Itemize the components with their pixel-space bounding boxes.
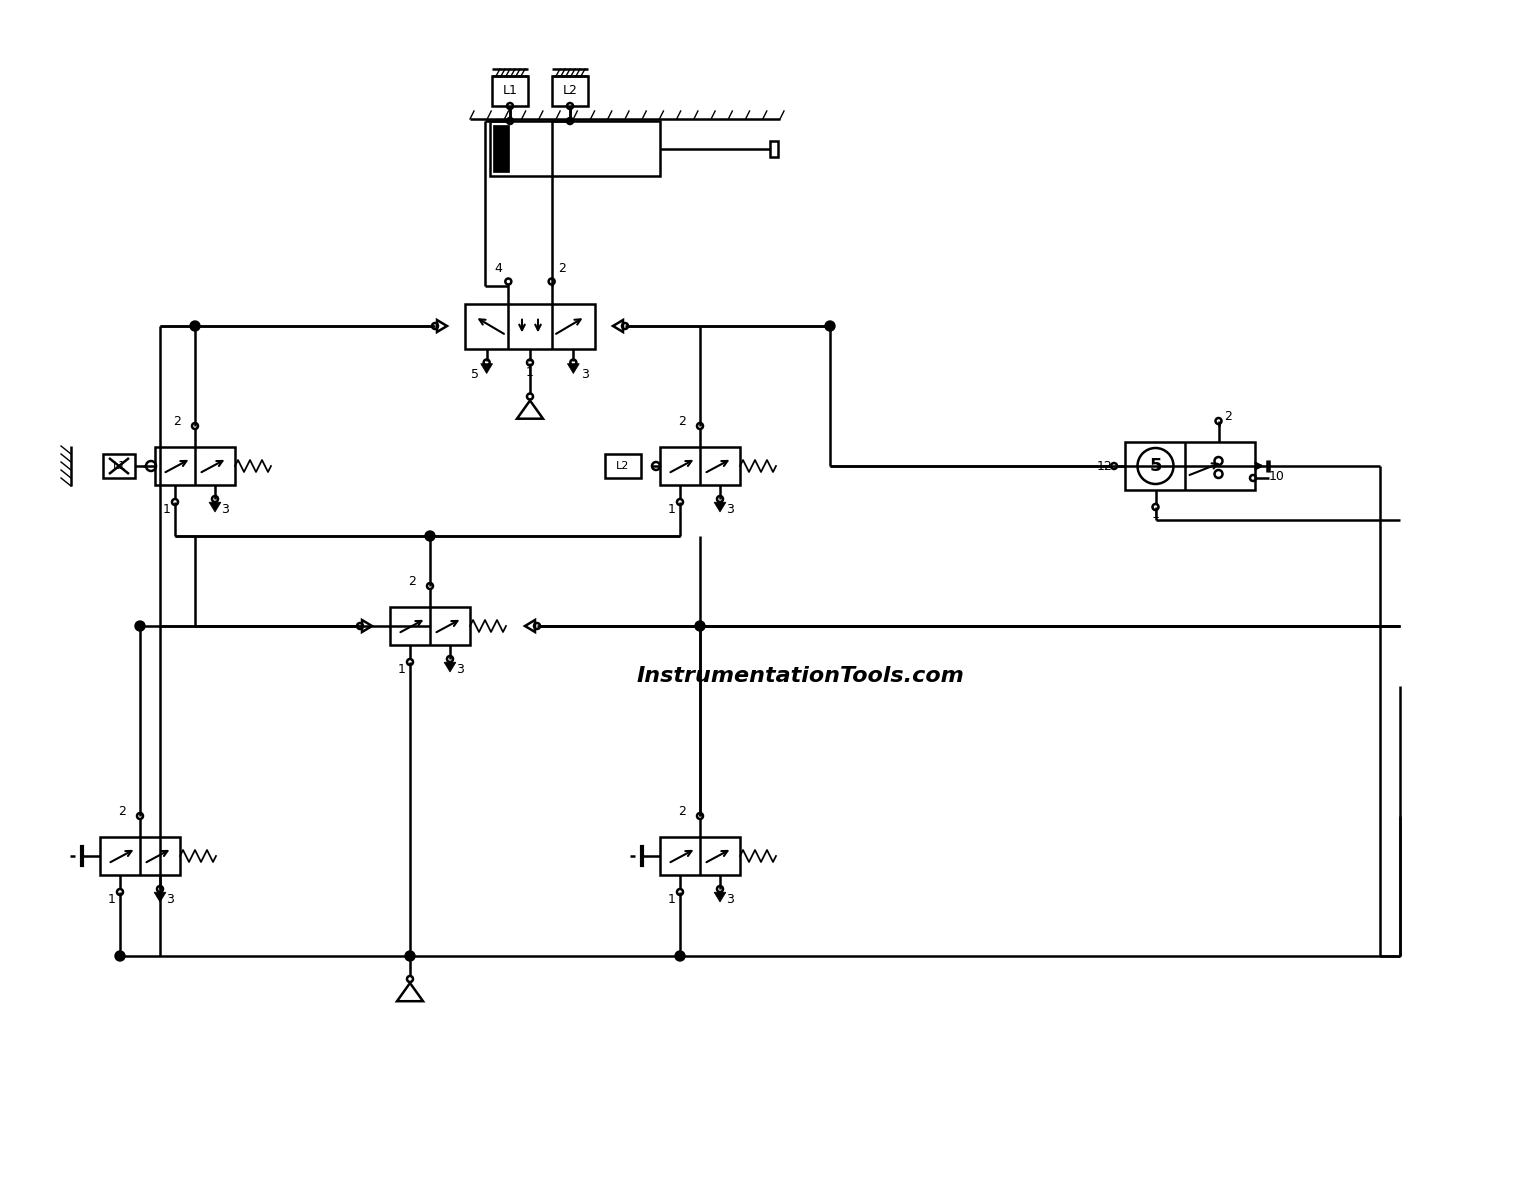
- Circle shape: [825, 321, 836, 331]
- Text: 3: 3: [582, 368, 590, 382]
- Text: 5: 5: [470, 368, 479, 382]
- Text: 3: 3: [727, 504, 734, 515]
- Text: L1: L1: [112, 460, 126, 471]
- Circle shape: [406, 951, 415, 962]
- Text: L2: L2: [616, 460, 630, 471]
- Bar: [100, 837, 180, 875]
- Bar: [605, 454, 641, 478]
- Bar: [103, 454, 135, 478]
- Polygon shape: [481, 364, 493, 373]
- Text: 3: 3: [221, 504, 229, 515]
- Text: 1: 1: [1152, 508, 1160, 521]
- Bar: [492, 77, 528, 106]
- Bar: [1124, 443, 1255, 490]
- Bar: [465, 304, 594, 348]
- Text: 2: 2: [118, 805, 126, 818]
- Circle shape: [694, 621, 705, 631]
- Polygon shape: [209, 502, 221, 512]
- Polygon shape: [714, 502, 727, 512]
- Circle shape: [190, 321, 200, 331]
- Text: 2: 2: [558, 262, 565, 275]
- Text: 2: 2: [1224, 410, 1232, 423]
- Bar: [660, 837, 740, 875]
- Circle shape: [674, 951, 685, 962]
- Text: 1: 1: [668, 504, 676, 515]
- Text: 2: 2: [677, 805, 687, 818]
- Bar: [770, 140, 779, 157]
- Bar: [551, 77, 588, 106]
- Polygon shape: [444, 663, 456, 672]
- Text: 1: 1: [163, 504, 170, 515]
- Circle shape: [425, 531, 435, 541]
- Polygon shape: [154, 892, 166, 902]
- Text: 10: 10: [1269, 470, 1286, 482]
- Circle shape: [115, 951, 124, 962]
- Bar: [660, 447, 740, 486]
- Text: InstrumentationTools.com: InstrumentationTools.com: [636, 666, 965, 687]
- Text: 1: 1: [108, 893, 115, 907]
- Text: 3: 3: [456, 663, 464, 676]
- Text: 1: 1: [525, 366, 535, 379]
- Text: 2: 2: [409, 575, 416, 588]
- Bar: [490, 121, 660, 176]
- Polygon shape: [567, 364, 579, 373]
- Text: 3: 3: [727, 893, 734, 907]
- Text: 3: 3: [166, 893, 174, 907]
- Text: 2: 2: [174, 415, 181, 428]
- Bar: [493, 126, 508, 172]
- Text: L1: L1: [502, 85, 518, 98]
- Text: 12: 12: [1097, 459, 1114, 472]
- Text: 1: 1: [668, 893, 676, 907]
- Text: L2: L2: [562, 85, 578, 98]
- Bar: [390, 608, 470, 645]
- Polygon shape: [714, 892, 727, 902]
- Text: 5: 5: [1149, 457, 1161, 475]
- Text: 2: 2: [677, 415, 687, 428]
- Text: 1: 1: [398, 663, 406, 676]
- Text: 4: 4: [495, 262, 502, 275]
- Circle shape: [135, 621, 144, 631]
- Bar: [155, 447, 235, 486]
